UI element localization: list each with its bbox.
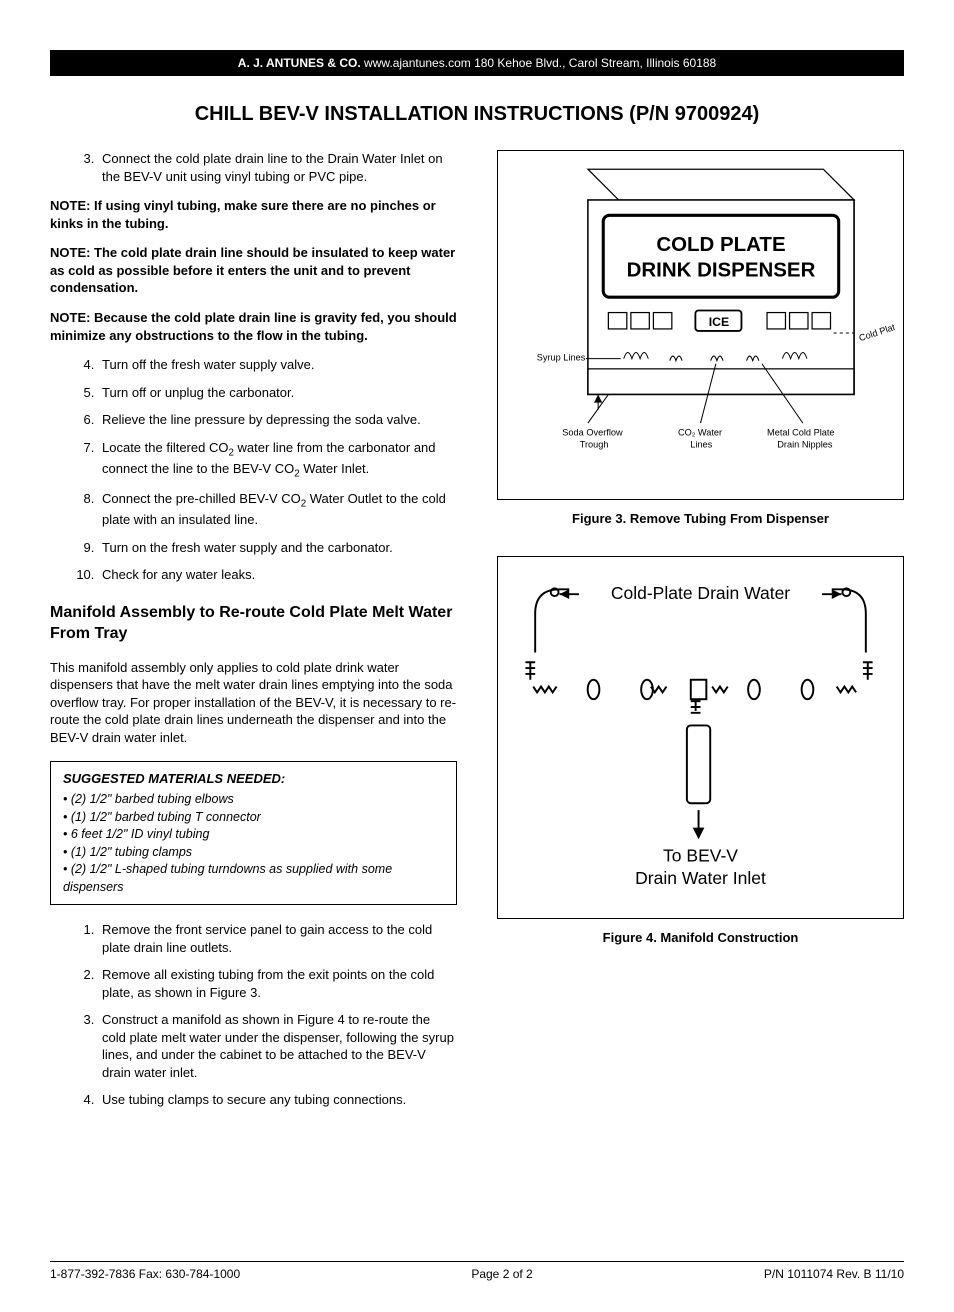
svg-text:Lines: Lines xyxy=(690,440,712,450)
figure-4-caption: Figure 4. Manifold Construction xyxy=(497,929,904,947)
section-body-manifold: This manifold assembly only applies to c… xyxy=(50,659,457,747)
materials-box: SUGGESTED MATERIALS NEEDED: (2) 1/2" bar… xyxy=(50,761,457,906)
svg-text:Soda Overflow: Soda Overflow xyxy=(562,428,623,438)
svg-text:Metal Cold Plate: Metal Cold Plate xyxy=(767,428,835,438)
figure-4-box: Cold-Plate Drain Water xyxy=(497,556,904,919)
step-list-b: Turn off the fresh water supply valve. Tu… xyxy=(50,356,457,584)
section-heading-manifold: Manifold Assembly to Re-route Cold Plate… xyxy=(50,602,457,645)
step-list-a: Connect the cold plate drain line to the… xyxy=(50,150,457,185)
left-column: Connect the cold plate drain line to the… xyxy=(50,150,457,1121)
svg-text:Cold Plate: Cold Plate xyxy=(858,321,895,344)
note-2: NOTE: The cold plate drain line should b… xyxy=(50,244,457,297)
step-item: Locate the filtered CO2 water line from … xyxy=(98,439,457,481)
footer-left: 1-877-392-7836 Fax: 630-784-1000 xyxy=(50,1266,240,1282)
materials-item: (1) 1/2" barbed tubing T connector xyxy=(63,809,444,827)
step-item: Turn off or unplug the carbonator. xyxy=(98,384,457,402)
svg-text:Drain Nipples: Drain Nipples xyxy=(777,440,833,450)
step-item: Remove the front service panel to gain a… xyxy=(98,921,457,956)
page-header-bar: A. J. ANTUNES & CO. www.ajantunes.com 18… xyxy=(50,50,904,76)
footer-right: P/N 1011074 Rev. B 11/10 xyxy=(764,1266,904,1282)
note-1: NOTE: If using vinyl tubing, make sure t… xyxy=(50,197,457,232)
step-item: Relieve the line pressure by depressing … xyxy=(98,411,457,429)
figure-4-svg: Cold-Plate Drain Water xyxy=(506,565,895,905)
step-item: Connect the pre-chilled BEV-V CO2 Water … xyxy=(98,490,457,528)
materials-item: (2) 1/2" L-shaped tubing turndowns as su… xyxy=(63,861,444,896)
materials-list: (2) 1/2" barbed tubing elbows(1) 1/2" ba… xyxy=(63,791,444,896)
content-columns: Connect the cold plate drain line to the… xyxy=(50,150,904,1121)
svg-text:CO₂ Water: CO₂ Water xyxy=(678,428,722,438)
company-name: A. J. ANTUNES & CO. xyxy=(238,56,361,70)
figure-3-svg: COLD PLATE DRINK DISPENSER ICE xyxy=(506,159,895,487)
page-title: CHILL BEV-V INSTALLATION INSTRUCTIONS (P… xyxy=(50,101,904,128)
company-address: www.ajantunes.com 180 Kehoe Blvd., Carol… xyxy=(361,56,717,70)
step-item: Check for any water leaks. xyxy=(98,566,457,584)
svg-text:Trough: Trough xyxy=(580,440,609,450)
materials-title: SUGGESTED MATERIALS NEEDED: xyxy=(63,770,444,788)
svg-text:Cold-Plate Drain Water: Cold-Plate Drain Water xyxy=(611,583,790,603)
step-list-c: Remove the front service panel to gain a… xyxy=(50,921,457,1109)
svg-text:Syrup Lines: Syrup Lines xyxy=(537,353,586,363)
figure-3-caption: Figure 3. Remove Tubing From Dispenser xyxy=(497,510,904,528)
right-column: COLD PLATE DRINK DISPENSER ICE xyxy=(497,150,904,1121)
step-item: Use tubing clamps to secure any tubing c… xyxy=(98,1091,457,1109)
svg-text:COLD PLATE: COLD PLATE xyxy=(656,233,785,256)
svg-text:ICE: ICE xyxy=(709,315,729,329)
svg-text:Drain Water Inlet: Drain Water Inlet xyxy=(635,868,766,888)
materials-item: (1) 1/2" tubing clamps xyxy=(63,844,444,862)
svg-text:To BEV-V: To BEV-V xyxy=(663,845,738,865)
materials-item: 6 feet 1/2" ID vinyl tubing xyxy=(63,826,444,844)
note-3: NOTE: Because the cold plate drain line … xyxy=(50,309,457,344)
page-footer: 1-877-392-7836 Fax: 630-784-1000 Page 2 … xyxy=(50,1261,904,1282)
step-item: Remove all existing tubing from the exit… xyxy=(98,966,457,1001)
svg-text:DRINK DISPENSER: DRINK DISPENSER xyxy=(627,259,816,282)
footer-center: Page 2 of 2 xyxy=(471,1266,532,1282)
figure-3-box: COLD PLATE DRINK DISPENSER ICE xyxy=(497,150,904,500)
step-item: Turn off the fresh water supply valve. xyxy=(98,356,457,374)
figure-3: COLD PLATE DRINK DISPENSER ICE xyxy=(497,150,904,528)
step-item: Connect the cold plate drain line to the… xyxy=(98,150,457,185)
step-item: Turn on the fresh water supply and the c… xyxy=(98,539,457,557)
figure-4: Cold-Plate Drain Water xyxy=(497,556,904,946)
materials-item: (2) 1/2" barbed tubing elbows xyxy=(63,791,444,809)
step-item: Construct a manifold as shown in Figure … xyxy=(98,1011,457,1081)
